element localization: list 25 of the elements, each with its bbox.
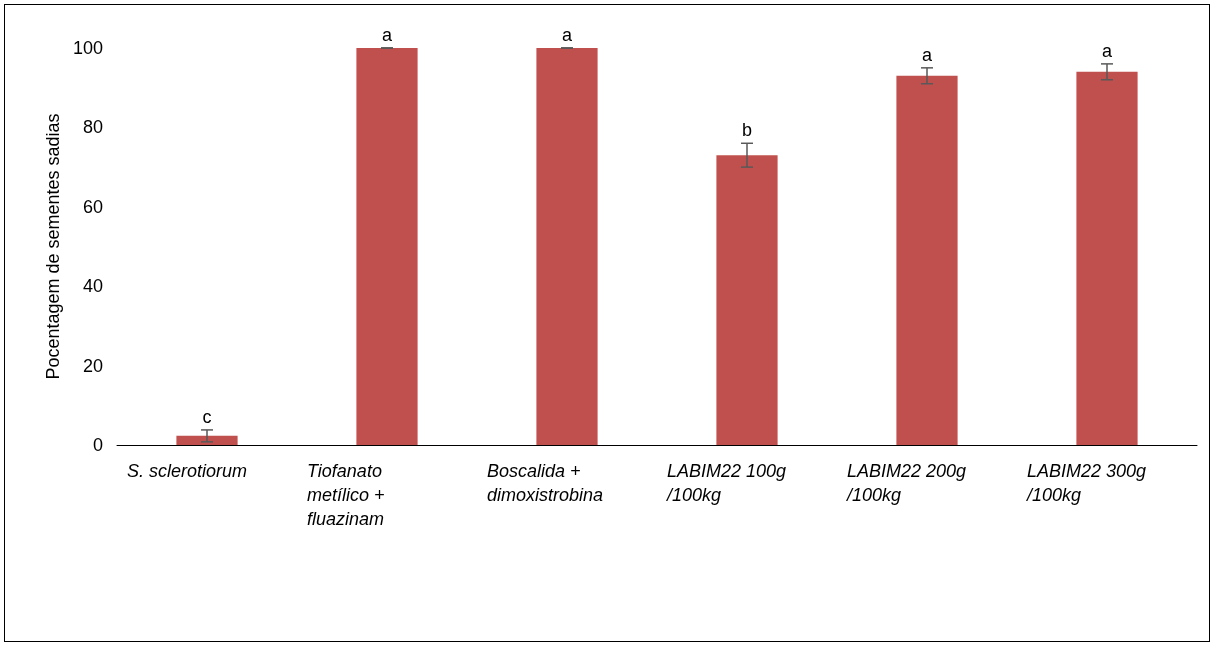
bar [716,155,778,445]
x-tick-label: LABIM22 300g/100kg [1025,461,1147,505]
x-tick-label: Tiofanato metílico + fluazinam [307,461,390,529]
annotation: c [202,406,212,427]
x-tick-label: LABIM22 100g/100kg [665,461,787,505]
y-tick-label: 80 [82,117,103,138]
y-axis-title: Pocentagem de sementes sadias [43,113,64,380]
bar [536,48,598,445]
annotation: a [381,25,393,45]
y-tick-label: 60 [82,196,103,217]
x-tick-label: Boscalida + dimoxistrobina [487,461,604,505]
y-tick-label: 20 [82,355,103,376]
bar [176,435,238,445]
y-tick-label: 0 [92,435,103,455]
bar [356,48,418,445]
annotation: a [561,25,573,45]
bar [1076,71,1138,445]
bar [896,75,958,445]
y-tick-label: 100 [72,38,103,58]
annotation: a [921,44,933,65]
annotation: b [741,120,753,141]
y-tick-label: 40 [82,276,103,297]
annotation: a [1101,40,1113,61]
x-tick-label: LABIM22 200g/100kg [845,461,967,505]
x-tick-label: S. sclerotiorum [127,461,248,481]
